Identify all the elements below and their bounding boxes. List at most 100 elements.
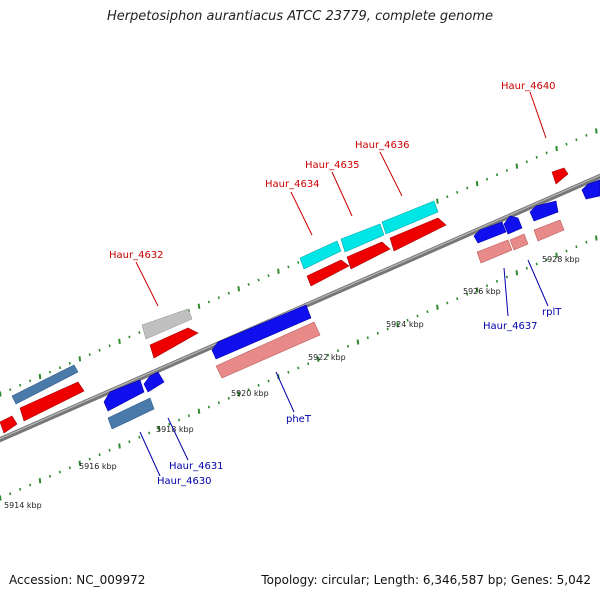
minor-tick [168,422,171,426]
minor-tick [565,249,568,253]
minor-tick [545,151,548,155]
major-tick [237,391,240,397]
minor-tick [307,362,310,366]
minor-tick [485,284,489,288]
gene-red[interactable] [0,415,18,434]
major-tick [515,163,519,169]
minor-tick [207,300,210,304]
minor-tick [575,138,578,142]
major-tick [475,180,479,187]
minor-tick [327,353,330,357]
major-tick [396,322,399,328]
minor-tick [187,414,191,418]
minor-tick [466,292,469,296]
minor-tick [128,335,131,339]
minor-tick [148,431,151,435]
gene-blue-haur-4637[interactable] [473,221,507,244]
gene-pink-rplt[interactable] [509,233,529,251]
minor-tick [19,487,22,491]
scale-label: 5928 kbp [542,255,580,264]
gene-red[interactable] [19,381,85,422]
scale-label: 5922 kbp [308,353,346,362]
major-tick [78,356,82,362]
minor-tick [257,383,260,387]
major-tick [237,286,240,292]
gene-steel[interactable] [11,364,79,405]
gene-label-haur-4637: Haur_4637 [483,321,538,332]
gene-blue[interactable] [503,215,523,235]
leader-line [529,91,547,139]
major-tick [38,478,42,484]
major-tick [0,391,2,397]
minor-tick [416,314,419,318]
gene-pink[interactable] [533,219,565,242]
minor-tick [267,274,270,277]
gene-blue[interactable] [529,200,559,222]
minor-tick [138,331,141,334]
minor-tick [98,453,101,457]
gene-blue[interactable] [143,371,165,393]
gene-label-haur-4632: Haur_4632 [109,250,164,261]
minor-tick [495,279,499,283]
minor-tick [58,470,61,474]
genome-backbone-highlight [0,174,600,440]
major-tick [515,270,519,276]
leader-line [527,259,549,307]
map-title: Herpetosiphon aurantiacus ATCC 23779, co… [106,9,494,24]
major-tick [197,408,201,414]
major-tick [78,460,82,466]
gene-red-haur-4636[interactable] [389,217,447,252]
gene-pink-phet[interactable] [215,321,321,379]
minor-tick [287,370,290,374]
gene-red-haur-4635[interactable] [346,241,391,270]
minor-tick [207,405,210,409]
minor-tick [247,388,250,392]
gene-cyan-haur-4634[interactable] [299,240,342,270]
leader-line [135,261,159,307]
minor-tick [466,186,469,190]
minor-tick [535,262,538,266]
major-tick [555,145,558,152]
gene-cyan-haur-4635[interactable] [340,223,385,253]
gene-blue[interactable] [103,379,145,412]
minor-tick [267,379,270,383]
gene-cyan-haur-4636[interactable] [381,200,439,235]
major-tick [118,443,121,449]
gene-red-haur-4634[interactable] [306,259,350,287]
minor-tick [297,261,300,264]
minor-tick [545,258,548,262]
scale-label: 5916 kbp [79,462,117,471]
minor-tick [68,466,71,470]
minor-tick [178,418,181,422]
gene-pink-haur-4637[interactable] [476,239,513,264]
minor-tick [108,448,111,452]
minor-tick [58,366,61,370]
gene-blue-phet[interactable] [211,304,312,360]
gene-grey[interactable] [141,308,193,340]
gene-label-phet: pheT [286,414,312,425]
gene-label-rplt: rplT [542,307,562,318]
leader-line [331,171,353,217]
major-tick [595,128,598,134]
gene-blue[interactable] [581,179,600,200]
minor-tick [217,296,220,299]
major-tick [356,339,360,345]
minor-tick [376,331,379,335]
gene-label-haur-4640: Haur_4640 [501,81,556,92]
minor-tick [88,457,91,461]
major-tick [118,338,121,345]
minor-tick [495,173,499,177]
scale-label: 5924 kbp [386,320,424,329]
minor-tick [525,160,528,164]
minor-tick [505,169,508,172]
gene-steel-haur-4630[interactable] [107,397,155,430]
minor-tick [505,275,508,279]
minor-tick [19,383,22,387]
major-tick [436,304,439,310]
gene-red-haur-4640[interactable] [551,167,569,185]
minor-tick [585,240,588,244]
minor-tick [217,401,220,405]
minor-tick [386,327,389,331]
gene-red-haur-4632[interactable] [149,327,199,359]
